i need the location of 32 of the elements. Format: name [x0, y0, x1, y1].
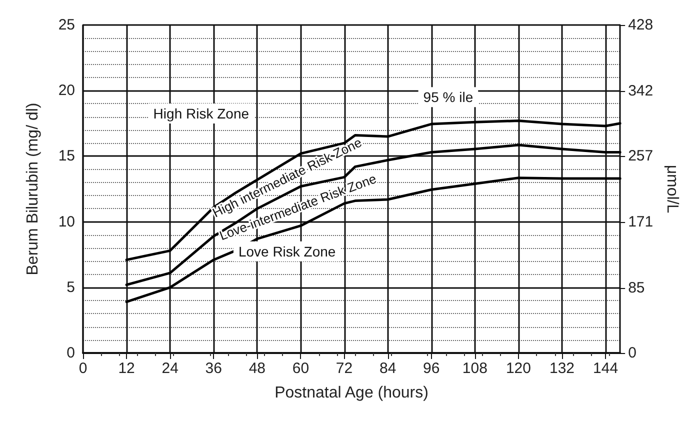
x-tick-label: 108	[462, 360, 488, 377]
x-tick-label: 12	[118, 360, 135, 377]
y2-tick-label: 428	[628, 16, 654, 34]
y2-tick-label: 171	[628, 213, 654, 230]
y2-tick-label: 342	[628, 82, 654, 100]
y-tick-label: 0	[66, 344, 75, 362]
annotation: High Risk Zone	[153, 106, 250, 122]
y-tick-label: 20	[58, 82, 75, 100]
y2-tick-label: 0	[628, 344, 636, 362]
y2-axis-title: μmol/L	[664, 164, 680, 214]
x-tick-label: 24	[162, 360, 178, 377]
x-tick-label: 144	[593, 360, 618, 377]
annotation: 95 % ile	[423, 89, 474, 106]
x-tick-label: 72	[336, 360, 353, 377]
y-tick-label: 15	[58, 148, 75, 165]
annotation: Love Risk Zone	[238, 243, 336, 260]
x-tick-label: 120	[506, 360, 531, 377]
y-axis-title: Berum Bilurubin (mg/ dl)	[24, 102, 42, 276]
x-tick-label: 0	[78, 360, 88, 377]
line-series	[125, 120, 622, 262]
y-tick-label: 10	[58, 213, 75, 230]
x-tick-label: 96	[423, 360, 440, 377]
x-tick-label: 60	[292, 360, 310, 377]
x-tick-label: 36	[205, 360, 222, 377]
x-tick-label: 132	[549, 360, 575, 377]
y2-tick-label: 85	[628, 279, 645, 296]
y-tick-label: 5	[66, 278, 75, 296]
y-tick-label: 25	[58, 16, 75, 34]
x-tick-label: 84	[379, 360, 396, 377]
y2-tick-label: 257	[628, 148, 654, 165]
x-tick-label: 48	[248, 360, 266, 377]
x-axis-title: Postnatal Age (hours)	[274, 384, 428, 402]
